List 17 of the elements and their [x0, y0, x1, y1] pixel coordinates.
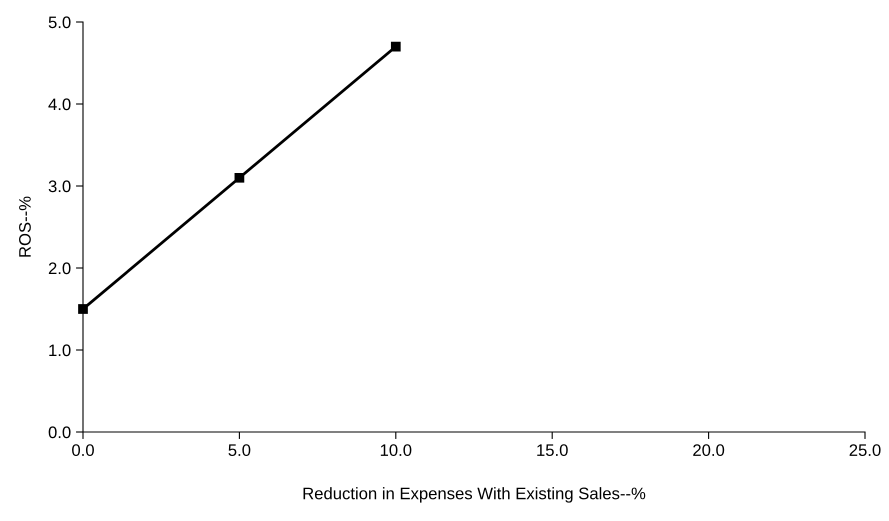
x-tick-label: 0.0	[72, 444, 94, 456]
x-tick-label: 20.0	[693, 444, 724, 456]
x-tick-label: 10.0	[380, 444, 412, 456]
x-tick-label: 25.0	[850, 444, 881, 456]
y-tick-label: 1.0	[49, 344, 71, 356]
y-tick-label: 5.0	[48, 16, 71, 28]
y-axis-title: ROS--%	[19, 196, 31, 257]
y-tick-label: 2.0	[48, 262, 71, 274]
y-tick-label: 3.0	[48, 180, 71, 192]
y-tick-label: 0.0	[48, 426, 71, 438]
x-axis-title: Reduction in Expenses With Existing Sales--%	[304, 487, 646, 503]
point	[234, 172, 244, 183]
x-tick-label: 15.0	[537, 444, 568, 456]
point	[390, 42, 401, 52]
y-tick-label: 4.0	[48, 98, 71, 110]
x-tick-label: 5.0	[228, 444, 250, 456]
point	[78, 304, 88, 314]
